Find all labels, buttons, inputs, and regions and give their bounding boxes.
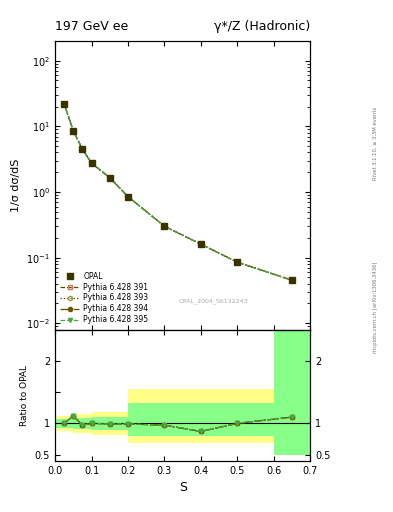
Y-axis label: 1/σ dσ/dS: 1/σ dσ/dS bbox=[11, 159, 21, 212]
Legend: OPAL, Pythia 6.428 391, Pythia 6.428 393, Pythia 6.428 394, Pythia 6.428 395: OPAL, Pythia 6.428 391, Pythia 6.428 393… bbox=[57, 269, 151, 327]
Text: Rivet 3.1.10, ≥ 3.3M events: Rivet 3.1.10, ≥ 3.3M events bbox=[373, 106, 378, 180]
Text: γ*/Z (Hadronic): γ*/Z (Hadronic) bbox=[214, 20, 310, 33]
Y-axis label: Ratio to OPAL: Ratio to OPAL bbox=[20, 365, 29, 425]
Text: OPAL_2004_S6132243: OPAL_2004_S6132243 bbox=[178, 298, 248, 304]
Text: 197 GeV ee: 197 GeV ee bbox=[55, 20, 128, 33]
Text: mcplots.cern.ch [arXiv:1306.3436]: mcplots.cern.ch [arXiv:1306.3436] bbox=[373, 262, 378, 353]
X-axis label: S: S bbox=[179, 481, 187, 494]
